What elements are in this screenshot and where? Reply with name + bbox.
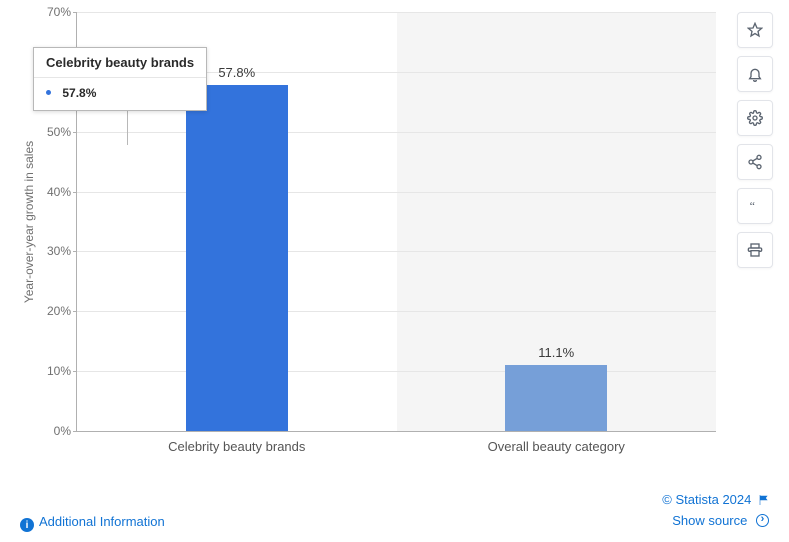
y-tick: 40% [47,185,71,199]
bar[interactable] [186,85,288,431]
y-tick: 50% [47,125,71,139]
gear-icon [747,110,763,126]
y-axis-label: Year-over-year growth in sales [22,141,36,303]
tooltip-value: 57.8% [62,86,96,100]
chart-footer: iAdditional Information © Statista 2024 … [20,490,769,532]
show-source-label: Show source [672,513,747,528]
additional-info-link[interactable]: i Additional Information [20,514,165,533]
chart-tooltip: Celebrity beauty brands 57.8% [33,47,207,111]
svg-text:“: “ [750,199,755,213]
y-tick: 30% [47,244,71,258]
y-tick: 0% [54,424,71,438]
star-icon [747,22,763,38]
show-source-link[interactable]: Show source [662,511,769,532]
bar-value-label: 11.1% [538,345,574,360]
y-tick: 70% [47,5,71,19]
y-tick: 20% [47,304,71,318]
copyright-label: © Statista 2024 [662,492,751,507]
tooltip-stem [127,105,128,145]
source-icon [756,514,769,527]
flag-icon [759,491,769,501]
bar[interactable] [505,365,607,431]
share-icon [747,154,763,170]
settings-button[interactable] [737,100,773,136]
share-button[interactable] [737,144,773,180]
bell-icon [747,66,763,82]
cite-button[interactable]: “ [737,188,773,224]
quote-icon: “ [747,198,763,214]
y-tick: 10% [47,364,71,378]
additional-info-label: Additional Information [39,514,165,529]
print-icon [747,242,763,258]
notifications-button[interactable] [737,56,773,92]
tooltip-marker [46,90,51,95]
x-tick: Overall beauty category [488,439,625,454]
copyright-link[interactable]: © Statista 2024 [662,490,769,511]
bar-value-label: 57.8% [218,65,255,80]
chart-toolbar: “ [737,12,773,268]
x-tick: Celebrity beauty brands [168,439,305,454]
tooltip-header: Celebrity beauty brands [34,48,206,78]
info-icon: i [20,518,34,532]
print-button[interactable] [737,232,773,268]
favorite-button[interactable] [737,12,773,48]
